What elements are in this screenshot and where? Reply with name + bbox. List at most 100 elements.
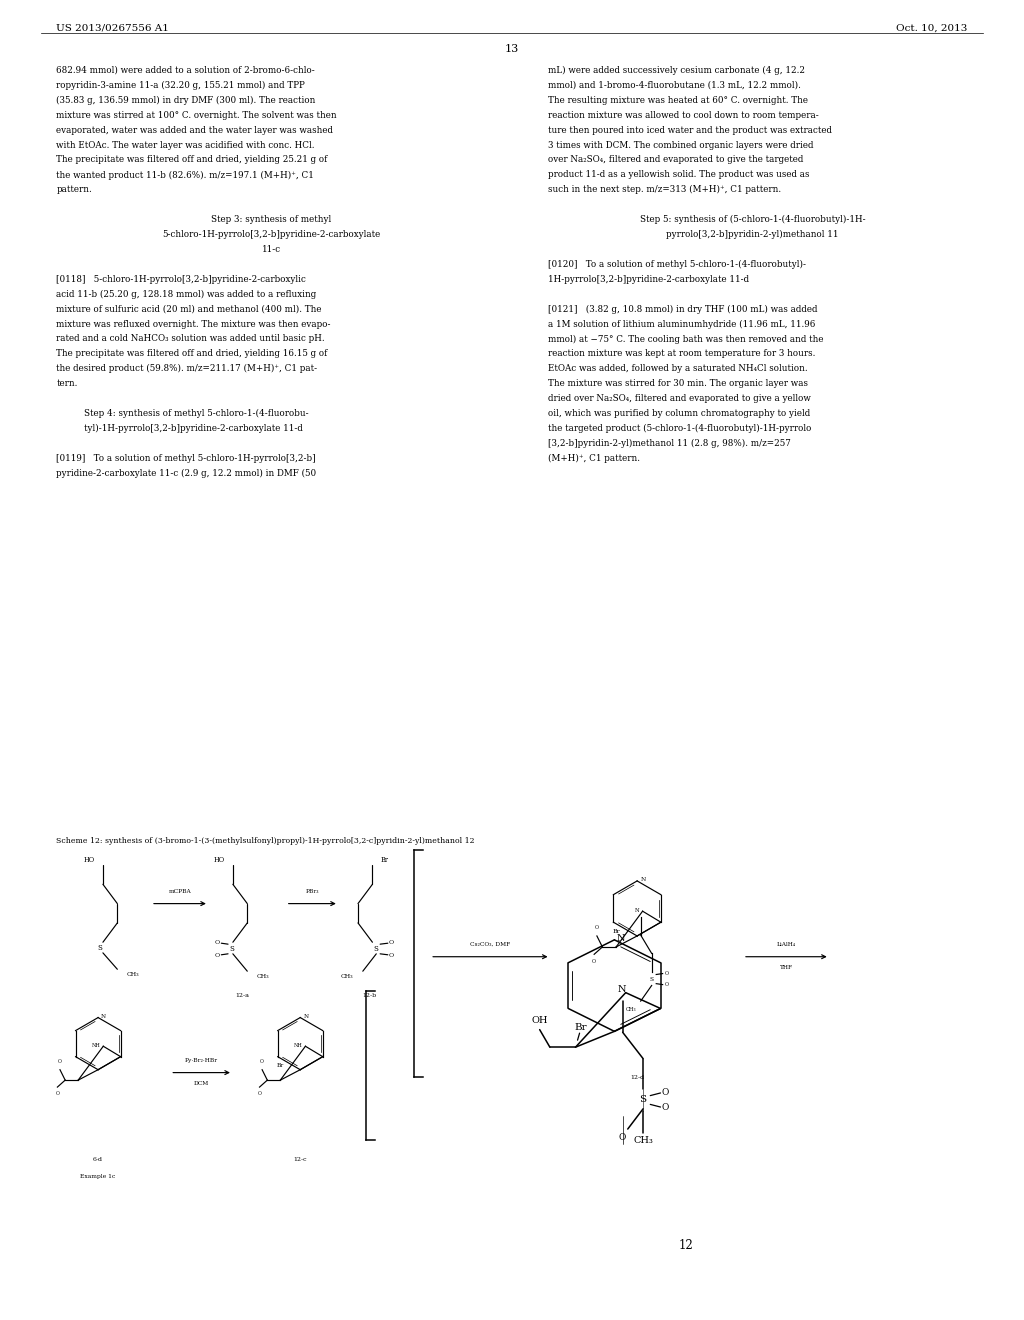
Text: Br: Br (276, 1063, 284, 1068)
Text: [3,2-b]pyridin-2-yl)methanol 11 (2.8 g, 98%). m/z=257: [3,2-b]pyridin-2-yl)methanol 11 (2.8 g, … (548, 438, 791, 447)
Text: Py·Br₂·HBr: Py·Br₂·HBr (185, 1057, 218, 1063)
Text: O: O (665, 982, 669, 987)
Text: the wanted product 11-b (82.6%). m/z=197.1 (M+H)⁺, C1: the wanted product 11-b (82.6%). m/z=197… (56, 170, 314, 180)
Text: tern.: tern. (56, 379, 78, 388)
Text: CH₃: CH₃ (127, 972, 139, 977)
Text: 12-d: 12-d (630, 1074, 644, 1080)
Text: O: O (258, 1092, 261, 1097)
Text: mmol) and 1-bromo-4-fluorobutane (1.3 mL, 12.2 mmol).: mmol) and 1-bromo-4-fluorobutane (1.3 mL… (548, 81, 801, 90)
Text: The precipitate was filtered off and dried, yielding 25.21 g of: The precipitate was filtered off and dri… (56, 156, 328, 165)
Text: with EtOAc. The water layer was acidified with conc. HCl.: with EtOAc. The water layer was acidifie… (56, 140, 314, 149)
Text: reaction mixture was allowed to cool down to room tempera-: reaction mixture was allowed to cool dow… (548, 111, 818, 120)
Text: 3 times with DCM. The combined organic layers were dried: 3 times with DCM. The combined organic l… (548, 140, 813, 149)
Text: O: O (595, 925, 599, 931)
Text: S: S (649, 977, 653, 982)
Text: CH₃: CH₃ (257, 974, 269, 978)
Text: Step 5: synthesis of (5-chloro-1-(4-fluorobutyl)-1H-: Step 5: synthesis of (5-chloro-1-(4-fluo… (640, 215, 865, 224)
Text: mixture of sulfuric acid (20 ml) and methanol (400 ml). The: mixture of sulfuric acid (20 ml) and met… (56, 305, 322, 314)
Text: N: N (616, 933, 625, 942)
Text: the targeted product (5-chloro-1-(4-fluorobutyl)-1H-pyrrolo: the targeted product (5-chloro-1-(4-fluo… (548, 424, 811, 433)
Text: [0121]   (3.82 g, 10.8 mmol) in dry THF (100 mL) was added: [0121] (3.82 g, 10.8 mmol) in dry THF (1… (548, 305, 817, 314)
Text: 11-c: 11-c (262, 246, 281, 253)
Text: Br: Br (380, 857, 388, 865)
Text: The precipitate was filtered off and dried, yielding 16.15 g of: The precipitate was filtered off and dri… (56, 350, 328, 359)
Text: S: S (229, 945, 234, 953)
Text: mixture was stirred at 100° C. overnight. The solvent was then: mixture was stirred at 100° C. overnight… (56, 111, 337, 120)
Text: pattern.: pattern. (56, 185, 92, 194)
Text: rated and a cold NaHCO₃ solution was added until basic pH.: rated and a cold NaHCO₃ solution was add… (56, 334, 325, 343)
Text: O: O (592, 958, 596, 964)
Text: HO: HO (214, 857, 225, 865)
Text: Oct. 10, 2013: Oct. 10, 2013 (896, 24, 968, 33)
Text: OH: OH (531, 1016, 548, 1026)
Text: 6-d: 6-d (93, 1158, 103, 1162)
Text: dried over Na₂SO₄, filtered and evaporated to give a yellow: dried over Na₂SO₄, filtered and evaporat… (548, 395, 811, 403)
Text: [0120]   To a solution of methyl 5-chloro-1-(4-fluorobutyl)-: [0120] To a solution of methyl 5-chloro-… (548, 260, 806, 269)
Text: pyrrolo[3,2-b]pyridin-2-yl)methanol 11: pyrrolo[3,2-b]pyridin-2-yl)methanol 11 (667, 230, 839, 239)
Text: (M+H)⁺, C1 pattern.: (M+H)⁺, C1 pattern. (548, 454, 640, 463)
Text: Br: Br (574, 1023, 587, 1032)
Text: [0119]   To a solution of methyl 5-chloro-1H-pyrrolo[3,2-b]: [0119] To a solution of methyl 5-chloro-… (56, 454, 316, 463)
Text: N: N (635, 908, 640, 912)
Text: N: N (640, 878, 645, 883)
Text: Scheme 12: synthesis of (3-bromo-1-(3-(methylsulfonyl)propyl)-1H-pyrrolo[3,2-c]p: Scheme 12: synthesis of (3-bromo-1-(3-(m… (56, 837, 475, 845)
Text: mixture was refluxed overnight. The mixture was then evapo-: mixture was refluxed overnight. The mixt… (56, 319, 331, 329)
Text: Step 4: synthesis of methyl 5-chloro-1-(4-fluorobu-: Step 4: synthesis of methyl 5-chloro-1-(… (84, 409, 308, 418)
Text: Cs₂CO₃, DMF: Cs₂CO₃, DMF (470, 941, 510, 946)
Text: Step 3: synthesis of methyl: Step 3: synthesis of methyl (211, 215, 332, 224)
Text: O: O (389, 940, 394, 945)
Text: a 1M solution of lithium aluminumhydride (11.96 mL, 11.96: a 1M solution of lithium aluminumhydride… (548, 319, 815, 329)
Text: 13: 13 (505, 44, 519, 54)
Text: Br: Br (612, 929, 620, 935)
Text: acid 11-b (25.20 g, 128.18 mmol) was added to a refluxing: acid 11-b (25.20 g, 128.18 mmol) was add… (56, 289, 316, 298)
Text: mL) were added successively cesium carbonate (4 g, 12.2: mL) were added successively cesium carbo… (548, 66, 805, 75)
Text: mmol) at −75° C. The cooling bath was then removed and the: mmol) at −75° C. The cooling bath was th… (548, 334, 823, 343)
Text: tyl)-1H-pyrrolo[3,2-b]pyridine-2-carboxylate 11-d: tyl)-1H-pyrrolo[3,2-b]pyridine-2-carboxy… (84, 424, 303, 433)
Text: PBr₃: PBr₃ (305, 888, 319, 894)
Text: such in the next step. m/z=313 (M+H)⁺, C1 pattern.: such in the next step. m/z=313 (M+H)⁺, C… (548, 185, 781, 194)
Text: EtOAc was added, followed by a saturated NH₄Cl solution.: EtOAc was added, followed by a saturated… (548, 364, 808, 374)
Text: The resulting mixture was heated at 60° C. overnight. The: The resulting mixture was heated at 60° … (548, 96, 808, 104)
Text: 12-b: 12-b (362, 993, 377, 998)
Text: NH: NH (92, 1043, 100, 1048)
Text: HO: HO (84, 857, 95, 865)
Text: NH: NH (294, 1043, 303, 1048)
Text: [0118]   5-chloro-1H-pyrrolo[3,2-b]pyridine-2-carboxylic: [0118] 5-chloro-1H-pyrrolo[3,2-b]pyridin… (56, 275, 306, 284)
Text: CH₃: CH₃ (341, 974, 353, 978)
Text: mCPBA: mCPBA (169, 888, 191, 894)
Text: evaporated, water was added and the water layer was washed: evaporated, water was added and the wate… (56, 125, 334, 135)
Text: ropyridin-3-amine 11-a (32.20 g, 155.21 mmol) and TPP: ropyridin-3-amine 11-a (32.20 g, 155.21 … (56, 81, 305, 90)
Text: product 11-d as a yellowish solid. The product was used as: product 11-d as a yellowish solid. The p… (548, 170, 809, 180)
Text: O: O (389, 953, 394, 958)
Text: CH₃: CH₃ (633, 1137, 653, 1144)
Text: oil, which was purified by column chromatography to yield: oil, which was purified by column chroma… (548, 409, 810, 418)
Text: S: S (97, 944, 102, 952)
Text: CH₃: CH₃ (627, 1007, 637, 1011)
Text: O: O (662, 1088, 670, 1097)
Text: S: S (640, 1096, 647, 1105)
Text: 5-chloro-1H-pyrrolo[3,2-b]pyridine-2-carboxylate: 5-chloro-1H-pyrrolo[3,2-b]pyridine-2-car… (162, 230, 381, 239)
Text: N: N (101, 1014, 106, 1019)
Text: O: O (618, 1134, 627, 1142)
Text: O: O (215, 953, 220, 958)
Text: reaction mixture was kept at room temperature for 3 hours.: reaction mixture was kept at room temper… (548, 350, 815, 359)
Text: DCM: DCM (194, 1081, 209, 1086)
Text: The mixture was stirred for 30 min. The organic layer was: The mixture was stirred for 30 min. The … (548, 379, 808, 388)
Text: 12: 12 (679, 1238, 693, 1251)
Text: Example 1c: Example 1c (81, 1175, 116, 1179)
Text: O: O (665, 972, 669, 975)
Text: the desired product (59.8%). m/z=211.17 (M+H)⁺, C1 pat-: the desired product (59.8%). m/z=211.17 … (56, 364, 317, 374)
Text: US 2013/0267556 A1: US 2013/0267556 A1 (56, 24, 169, 33)
Text: 12-a: 12-a (236, 993, 250, 998)
Text: THF: THF (780, 965, 793, 970)
Text: pyridine-2-carboxylate 11-c (2.9 g, 12.2 mmol) in DMF (50: pyridine-2-carboxylate 11-c (2.9 g, 12.2… (56, 469, 316, 478)
Text: O: O (55, 1092, 59, 1097)
Text: O: O (260, 1060, 264, 1064)
Text: S: S (374, 945, 379, 953)
Text: N: N (303, 1014, 308, 1019)
Text: 1H-pyrrolo[3,2-b]pyridine-2-carboxylate 11-d: 1H-pyrrolo[3,2-b]pyridine-2-carboxylate … (548, 275, 749, 284)
Text: LiAlH₄: LiAlH₄ (777, 941, 796, 946)
Text: O: O (215, 940, 220, 945)
Text: 12-c: 12-c (294, 1158, 307, 1162)
Text: ture then poured into iced water and the product was extracted: ture then poured into iced water and the… (548, 125, 831, 135)
